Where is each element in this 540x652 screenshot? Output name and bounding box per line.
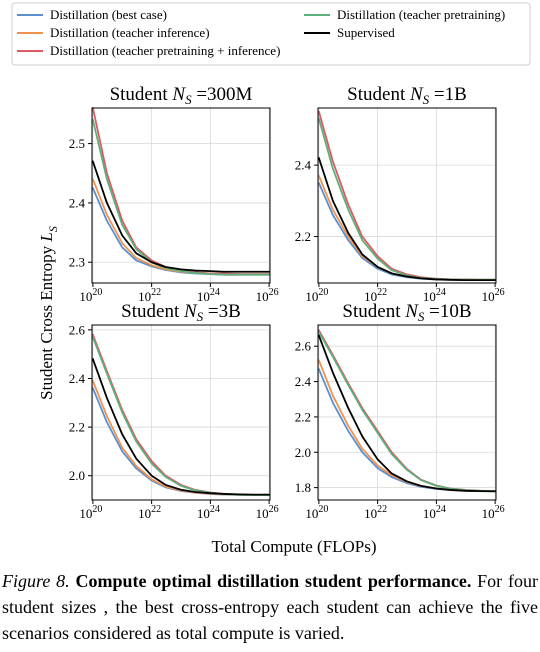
panel-title: Student NS =10B — [342, 301, 471, 324]
legend-label-teacher-pretraining-inference: Distillation (teacher pretraining + infe… — [50, 43, 280, 58]
x-tick-label: 1022 — [138, 504, 161, 521]
plot-frame — [317, 107, 497, 284]
legend: Distillation (best case) Distillation (t… — [11, 2, 531, 66]
x-tick-label: 1026 — [256, 504, 279, 521]
panel-student-300m: 2.3 2.4 2.5 1020 1022 1024 1026 Student NS =300… — [69, 84, 279, 304]
x-axis-label: Total Compute (FLOPs) — [211, 537, 376, 556]
y-tick-label: 2.3 — [69, 255, 85, 270]
plot-frame — [91, 324, 271, 501]
series-line-distillation-teacher-pretraining-inference — [91, 107, 271, 275]
legend-label-best-case: Distillation (best case) — [50, 7, 167, 22]
y-tick-label: 2.4 — [295, 158, 312, 173]
y-tick-label: 2.2 — [295, 409, 311, 424]
x-tick-label: 1020 — [305, 504, 328, 521]
series-line-distillation-teacher-pretraining — [317, 331, 497, 492]
y-tick-label: 2.4 — [69, 195, 86, 210]
panel-student-10b: 1.8 2.0 2.2 2.4 2.6 1020 1022 1024 1026 Student N… — [295, 301, 505, 521]
x-tick-label: 1022 — [138, 287, 161, 304]
series-line-distillation-best-case — [317, 368, 497, 493]
series-line-distillation-teacher-pretraining — [91, 118, 271, 276]
legend-frame — [11, 2, 531, 66]
y-axis-label: Student Cross Entropy LS — [37, 226, 60, 400]
y-tick-label: 2.6 — [69, 322, 86, 337]
x-tick-label: 1022 — [364, 504, 387, 521]
x-tick-label: 1022 — [364, 287, 387, 304]
series-line-distillation-teacher-pretraining-inference — [317, 110, 497, 281]
series-line-supervised — [317, 334, 497, 493]
y-tick-label: 1.8 — [295, 480, 311, 495]
y-tick-label: 2.0 — [69, 468, 85, 483]
x-tick-label: 1024 — [197, 504, 220, 521]
x-tick-label: 1020 — [79, 504, 102, 521]
panel-title: Student NS =3B — [121, 301, 241, 324]
y-tick-label: 2.2 — [69, 420, 85, 435]
series-line-supervised — [317, 157, 497, 282]
y-tick-label: 2.0 — [295, 445, 311, 460]
series-line-distillation-teacher-inference — [91, 380, 271, 497]
caption-title: Compute optimal distillation student per… — [75, 571, 472, 591]
y-tick-label: 2.2 — [295, 229, 311, 244]
y-tick-label: 2.5 — [69, 136, 85, 151]
plot-frame — [91, 107, 271, 284]
x-tick-label: 1020 — [79, 287, 102, 304]
figure-chart: Distillation (best case) Distillation (t… — [11, 2, 531, 556]
y-tick-label: 2.4 — [295, 374, 312, 389]
plot-frame — [317, 324, 497, 501]
y-tick-label: 2.4 — [69, 371, 86, 386]
legend-label-supervised: Supervised — [337, 25, 395, 40]
series-line-supervised — [91, 358, 271, 496]
x-tick-label: 1024 — [423, 287, 446, 304]
y-tick-label: 2.6 — [295, 339, 312, 354]
panel-title: Student NS =1B — [347, 84, 467, 107]
series-line-distillation-teacher-pretraining-inference — [91, 333, 271, 497]
x-tick-label: 1020 — [305, 287, 328, 304]
legend-label-teacher-pretraining: Distillation (teacher pretraining) — [337, 7, 505, 22]
series-line-supervised — [91, 160, 271, 273]
panel-student-1b: 2.2 2.4 1020 1022 1024 1026 Student NS =1B — [295, 84, 505, 304]
x-tick-label: 1024 — [197, 287, 220, 304]
series-line-distillation-teacher-pretraining-inference — [317, 329, 497, 492]
series-line-distillation-teacher-pretraining — [317, 117, 497, 281]
x-tick-label: 1026 — [256, 287, 279, 304]
series-line-distillation-teacher-inference — [91, 178, 271, 275]
x-tick-label: 1026 — [482, 287, 505, 304]
figure-caption: Figure 8. Compute optimal distillation s… — [2, 568, 538, 646]
caption-body: For four student sizes , the best cross-… — [2, 571, 538, 643]
caption-label: Figure 8. — [2, 571, 70, 591]
series-line-distillation-teacher-pretraining — [91, 336, 271, 497]
panel-title: Student NS =300M — [110, 84, 253, 107]
panel-student-3b: 2.0 2.2 2.4 2.6 1020 1022 1024 1026 Student NS =… — [69, 301, 279, 521]
x-tick-label: 1024 — [423, 504, 446, 521]
legend-label-teacher-inference: Distillation (teacher inference) — [50, 25, 210, 40]
x-tick-label: 1026 — [482, 504, 505, 521]
